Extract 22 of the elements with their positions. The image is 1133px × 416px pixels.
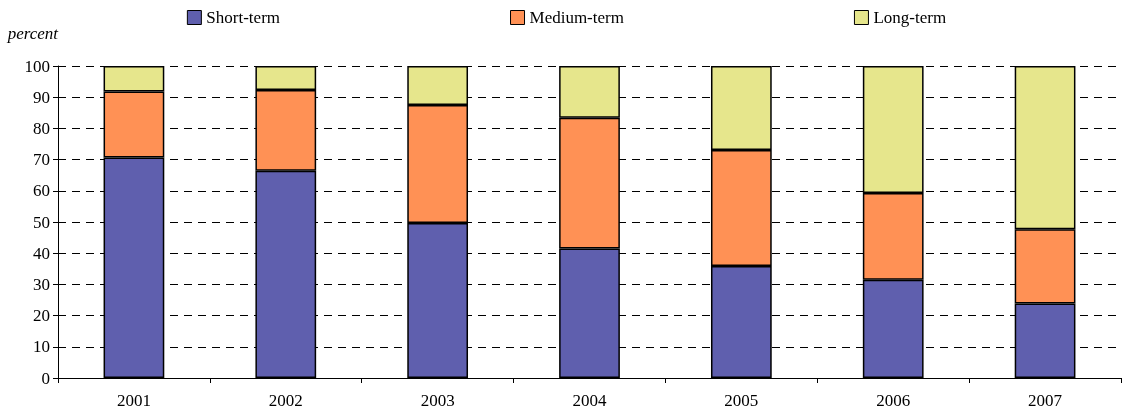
x-tick-label: 2003 xyxy=(420,391,455,410)
x-tick-label: 2004 xyxy=(572,391,607,410)
y-tick-label: 50 xyxy=(33,212,50,232)
legend-label: Short-term xyxy=(206,8,281,27)
y-tick-label: 80 xyxy=(33,118,50,138)
x-tick-label: 2005 xyxy=(724,391,759,410)
y-tick-label: 60 xyxy=(33,181,50,201)
legend-label: Long-term xyxy=(873,8,947,27)
x-tick-label: 2007 xyxy=(1028,391,1063,410)
x-tick-label: 2006 xyxy=(876,391,911,410)
y-tick-label: 20 xyxy=(33,306,50,326)
y-tick-label: 100 xyxy=(24,56,50,76)
y-axis-title: percent xyxy=(6,24,60,43)
y-tick-label: 10 xyxy=(33,337,50,357)
y-tick-label: 0 xyxy=(41,368,50,388)
x-tick-label: 2001 xyxy=(116,391,151,410)
y-tick-label: 70 xyxy=(33,150,50,170)
y-tick-label: 90 xyxy=(33,87,50,107)
legend-label: Medium-term xyxy=(529,8,624,27)
y-tick-label: 30 xyxy=(33,274,50,294)
x-tick-label: 2002 xyxy=(268,391,303,410)
y-tick-label: 40 xyxy=(33,243,50,263)
